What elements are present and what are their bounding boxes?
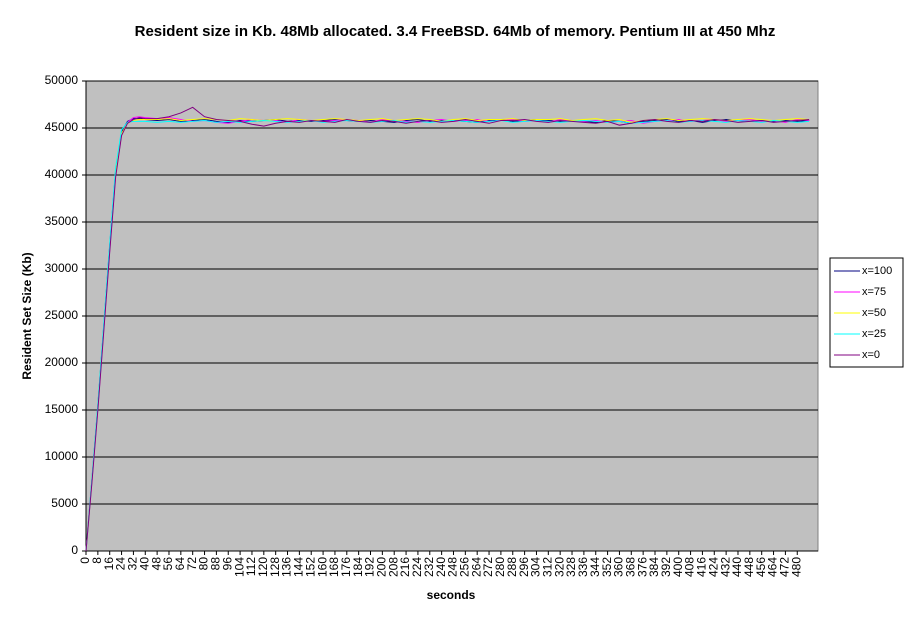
legend-label: x=25 — [862, 328, 886, 340]
y-tick-label: 50000 — [45, 73, 79, 87]
x-axis-title: seconds — [427, 588, 476, 602]
y-tick-label: 35000 — [45, 214, 79, 228]
x-tick-label: 136 — [280, 557, 294, 577]
x-tick-label: 40 — [137, 557, 151, 571]
x-tick-label: 440 — [730, 557, 744, 577]
x-tick-label: 448 — [742, 557, 756, 577]
x-tick-label: 248 — [446, 557, 460, 577]
x-tick-label: 152 — [303, 557, 317, 577]
x-tick-label: 408 — [683, 557, 697, 577]
x-tick-label: 312 — [540, 557, 554, 577]
x-tick-label: 304 — [529, 557, 543, 577]
x-tick-label: 224 — [410, 557, 424, 577]
x-tick-label: 280 — [493, 557, 507, 577]
y-tick-label: 0 — [71, 543, 78, 557]
x-tick-label: 208 — [386, 557, 400, 577]
x-tick-label: 32 — [126, 557, 140, 571]
x-tick-label: 112 — [244, 557, 258, 576]
x-tick-label: 168 — [327, 557, 341, 577]
x-tick-label: 144 — [292, 557, 306, 577]
x-tick-label: 320 — [552, 557, 566, 577]
x-tick-label: 8 — [90, 557, 104, 564]
x-tick-label: 176 — [339, 557, 353, 577]
x-tick-label: 392 — [659, 557, 673, 577]
x-tick-label: 360 — [612, 557, 626, 577]
x-tick-label: 296 — [517, 557, 531, 577]
y-tick-label: 10000 — [45, 449, 79, 463]
x-tick-label: 88 — [209, 557, 223, 571]
x-tick-label: 128 — [268, 557, 282, 577]
y-tick-label: 30000 — [45, 261, 79, 275]
x-tick-label: 240 — [434, 557, 448, 577]
x-tick-label: 0 — [78, 557, 92, 564]
x-tick-label: 24 — [114, 557, 128, 571]
x-tick-label: 352 — [600, 557, 614, 577]
x-tick-label: 72 — [185, 557, 199, 571]
x-tick-label: 376 — [635, 557, 649, 577]
x-tick-label: 96 — [220, 557, 234, 571]
x-tick-label: 216 — [398, 557, 412, 577]
y-tick-label: 45000 — [45, 120, 79, 134]
series-line — [85, 118, 810, 552]
x-tick-label: 192 — [363, 557, 377, 577]
x-tick-label: 56 — [161, 557, 175, 571]
x-tick-label: 456 — [754, 557, 768, 577]
series-line — [85, 118, 810, 552]
x-tick-label: 368 — [623, 557, 637, 577]
x-tick-label: 400 — [671, 557, 685, 577]
legend-label: x=50 — [862, 307, 886, 319]
y-axis-title: Resident Set Size (Kb) — [20, 252, 34, 379]
x-tick-label: 464 — [766, 557, 780, 577]
x-tick-label: 80 — [197, 557, 211, 571]
x-tick-label: 256 — [458, 557, 472, 577]
x-tick-label: 272 — [481, 557, 495, 577]
series-line — [85, 106, 810, 552]
x-tick-label: 472 — [778, 557, 792, 577]
x-tick-label: 200 — [375, 557, 389, 577]
x-tick-label: 480 — [789, 557, 803, 577]
legend-label: x=100 — [862, 265, 892, 277]
x-tick-label: 160 — [315, 557, 329, 577]
x-tick-label: 120 — [256, 557, 270, 577]
x-tick-label: 384 — [647, 557, 661, 577]
y-tick-label: 20000 — [45, 355, 79, 369]
y-tick-label: 5000 — [51, 496, 78, 510]
x-tick-label: 184 — [351, 557, 365, 577]
x-tick-label: 344 — [588, 557, 602, 577]
x-tick-label: 64 — [173, 557, 187, 571]
x-tick-label: 16 — [102, 557, 116, 571]
x-tick-label: 432 — [718, 557, 732, 577]
x-tick-label: 336 — [576, 557, 590, 577]
legend-label: x=0 — [862, 349, 880, 361]
x-tick-label: 328 — [564, 557, 578, 577]
x-tick-label: 48 — [149, 557, 163, 571]
x-tick-label: 264 — [469, 557, 483, 577]
y-tick-label: 15000 — [45, 402, 79, 416]
x-tick-label: 288 — [505, 557, 519, 577]
chart-title: Resident size in Kb. 48Mb allocated. 3.4… — [135, 23, 776, 40]
x-tick-label: 232 — [422, 557, 436, 577]
x-tick-label: 104 — [232, 557, 246, 577]
y-tick-label: 40000 — [45, 167, 79, 181]
x-tick-label: 416 — [695, 557, 709, 577]
x-tick-label: 424 — [706, 557, 720, 577]
legend-label: x=75 — [862, 286, 886, 298]
y-tick-label: 25000 — [45, 308, 79, 322]
